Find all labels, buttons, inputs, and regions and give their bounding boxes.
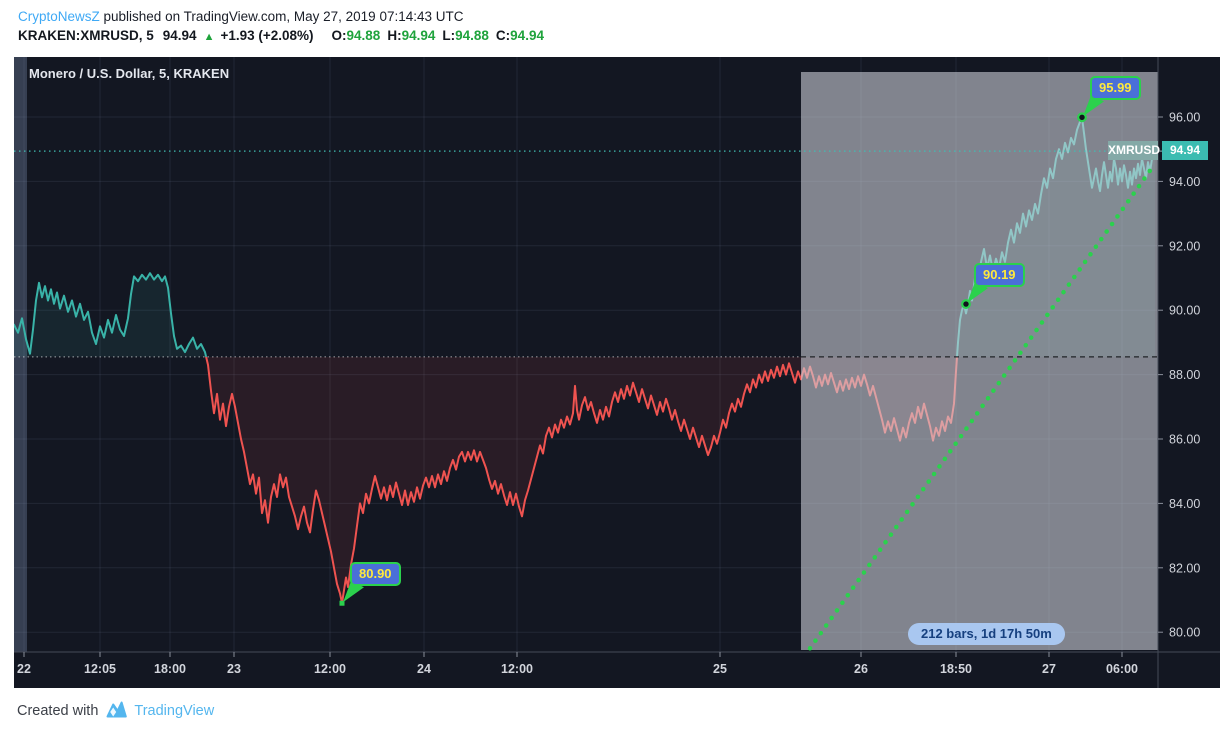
tradingview-logo-icon: [106, 700, 128, 722]
y-tick-label: 90.00: [1169, 304, 1200, 318]
x-tick-label: 22: [17, 662, 31, 676]
x-tick-label: 27: [1042, 662, 1056, 676]
annotation-marker[interactable]: [961, 299, 971, 309]
measure-label: 212 bars, 1d 17h 50m: [908, 623, 1065, 645]
x-tick-label: 12:05: [84, 662, 116, 676]
tradingview-brand-link[interactable]: TradingView: [134, 703, 215, 719]
price-callout-high[interactable]: 95.99: [1090, 76, 1141, 101]
x-tick-label: 25: [713, 662, 727, 676]
open-label: O:: [331, 28, 347, 43]
area-fill-below: [14, 356, 1155, 604]
y-tick-label: 86.00: [1169, 433, 1200, 447]
y-tick-label: 84.00: [1169, 497, 1200, 511]
trend-line-dotted[interactable]: [807, 165, 1155, 651]
callout-tail: [967, 282, 988, 304]
measure-region-overlay[interactable]: [801, 72, 1158, 650]
symbol-name[interactable]: KRAKEN:XMRUSD, 5: [18, 28, 154, 43]
last-price: 94.94: [162, 28, 197, 43]
open-value: 94.88: [346, 28, 381, 43]
byline-source-link[interactable]: CryptoNewsZ: [18, 9, 100, 24]
x-tick-label: 24: [417, 662, 431, 676]
byline-text: published on TradingView.com, May 27, 20…: [99, 9, 464, 24]
x-tick-label: 23: [227, 662, 241, 676]
callout-tail: [1083, 95, 1104, 117]
annotation-marker[interactable]: [339, 600, 345, 606]
footer: Created with TradingView: [17, 700, 214, 722]
low-value: 94.88: [455, 28, 489, 43]
price-callout-mid[interactable]: 90.19: [974, 263, 1025, 288]
callout-tail: [343, 581, 364, 603]
symbol-info-line: KRAKEN:XMRUSD, 5 94.94 ▲ +1.93 (+2.08%) O:94…: [18, 28, 544, 43]
y-tick-label: 92.00: [1169, 239, 1200, 253]
annotation-marker[interactable]: [1077, 112, 1087, 123]
x-tick-label: 26: [854, 662, 868, 676]
y-tick-label: 96.00: [1169, 111, 1200, 125]
close-label: C:: [495, 28, 511, 43]
up-arrow-icon: ▲: [203, 31, 215, 43]
time-axis[interactable]: [14, 652, 1220, 688]
y-tick-label: 82.00: [1169, 561, 1200, 575]
pane-title: Monero / U.S. Dollar, 5, KRAKEN: [29, 66, 230, 81]
byline: CryptoNewsZ published on TradingView.com…: [18, 9, 464, 24]
low-label: L:: [442, 28, 456, 43]
x-tick-label: 06:00: [1106, 662, 1138, 676]
symbol-price-tag: XMRUSD: [1108, 141, 1160, 160]
price-callout-low[interactable]: 80.90: [350, 562, 401, 587]
high-value: 94.94: [401, 28, 436, 43]
price-line-down: [205, 356, 959, 605]
x-tick-label: 18:00: [154, 662, 186, 676]
close-value: 94.94: [510, 28, 544, 43]
x-tick-label: 12:00: [501, 662, 533, 676]
y-tick-label: 88.00: [1169, 368, 1200, 382]
y-tick-label: 80.00: [1169, 626, 1200, 640]
y-tick-label: 94.00: [1169, 175, 1200, 189]
created-with-text: Created with: [17, 703, 99, 719]
pane-left-strip: [14, 57, 27, 652]
high-label: H:: [387, 28, 402, 43]
x-tick-label: 18:50: [940, 662, 972, 676]
x-tick-label: 12:00: [314, 662, 346, 676]
current-price-tag: 94.94: [1162, 141, 1208, 160]
price-change: +1.93 (+2.08%): [220, 28, 314, 43]
